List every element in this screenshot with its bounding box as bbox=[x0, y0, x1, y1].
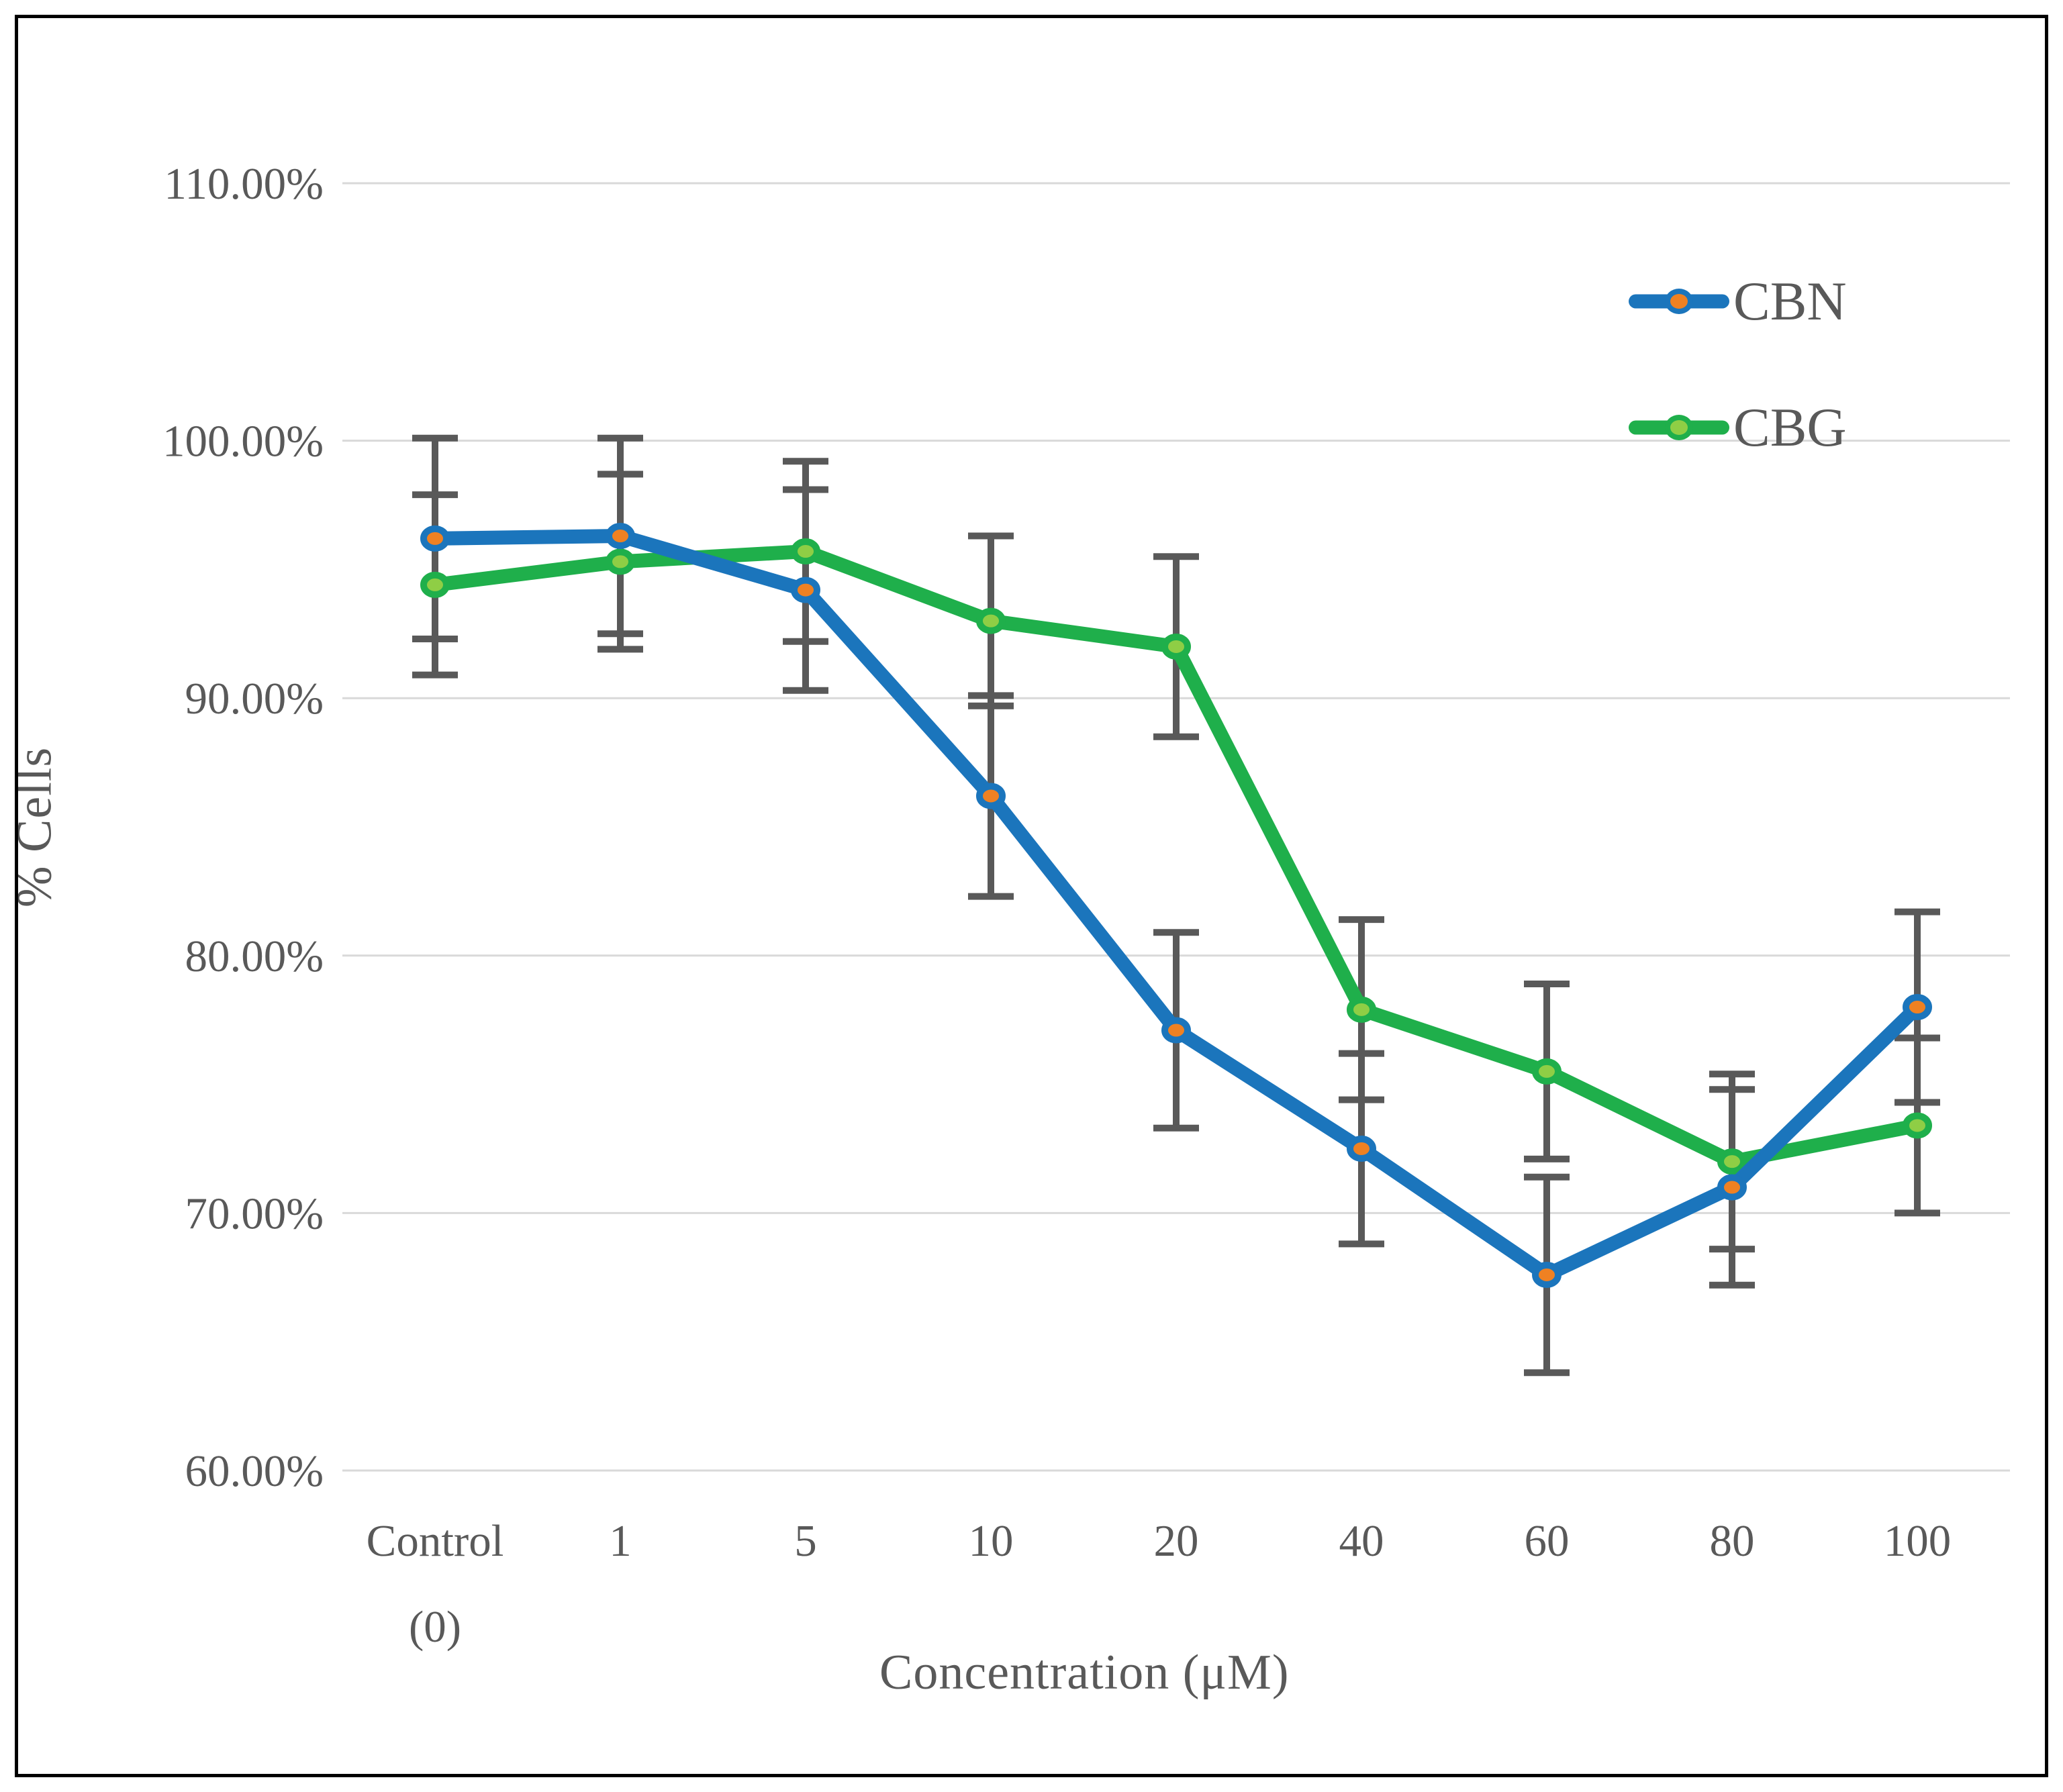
y-tick-label: 90.00% bbox=[185, 674, 324, 724]
data-point-cbg bbox=[1347, 996, 1376, 1023]
data-point-cbg bbox=[1717, 1148, 1747, 1175]
x-tick-label: 10 bbox=[969, 1516, 1014, 1566]
data-point-cbn bbox=[420, 525, 450, 552]
data-point-cbg bbox=[606, 548, 635, 575]
data-point-cbn bbox=[1347, 1136, 1376, 1162]
y-tick-label: 110.00% bbox=[164, 159, 324, 209]
x-tick-label: 40 bbox=[1339, 1516, 1384, 1566]
x-tick-label: 1 bbox=[609, 1516, 632, 1566]
x-axis-title: Concentration (μM) bbox=[879, 1645, 1290, 1700]
y-tick-label: 60.00% bbox=[185, 1446, 324, 1496]
data-point-cbn bbox=[1161, 1017, 1191, 1044]
y-tick-label: 70.00% bbox=[185, 1189, 324, 1238]
data-point-cbg bbox=[420, 571, 450, 598]
legend: CBN CBG bbox=[1629, 274, 1847, 455]
data-point-cbn bbox=[1532, 1261, 1562, 1288]
x-tick-label: 5 bbox=[794, 1516, 817, 1566]
cbn-series-swatch bbox=[1629, 281, 1729, 321]
data-point-cbn bbox=[1717, 1174, 1747, 1201]
x-tick-label: 100 bbox=[1884, 1516, 1952, 1566]
cbn-marker-icon bbox=[1665, 289, 1693, 314]
x-tick-label: Control (0) bbox=[367, 1516, 504, 1652]
data-point-cbg bbox=[1532, 1058, 1562, 1085]
data-point-cbn bbox=[1903, 994, 1932, 1021]
x-tick-label: 20 bbox=[1154, 1516, 1199, 1566]
y-axis-title: % Cells bbox=[7, 746, 62, 908]
y-tick-label: 100.00% bbox=[162, 417, 324, 466]
cbg-series-swatch bbox=[1629, 407, 1729, 448]
y-tick-label: 80.00% bbox=[185, 932, 324, 981]
data-point-cbn bbox=[606, 523, 635, 550]
legend-item-cbn: CBN bbox=[1629, 274, 1847, 329]
data-point-cbg bbox=[1161, 633, 1191, 660]
cbg-marker-icon bbox=[1665, 415, 1693, 440]
legend-label-cbg: CBG bbox=[1733, 397, 1847, 458]
x-tick-label: 60 bbox=[1525, 1516, 1570, 1566]
legend-label-cbn: CBN bbox=[1733, 270, 1847, 332]
data-point-cbn bbox=[791, 577, 820, 603]
data-point-cbg bbox=[976, 607, 1006, 634]
data-point-cbg bbox=[791, 538, 820, 565]
x-tick-label: 80 bbox=[1710, 1516, 1755, 1566]
data-point-cbg bbox=[1903, 1112, 1932, 1139]
legend-item-cbg: CBG bbox=[1629, 400, 1847, 455]
data-point-cbn bbox=[976, 783, 1006, 809]
